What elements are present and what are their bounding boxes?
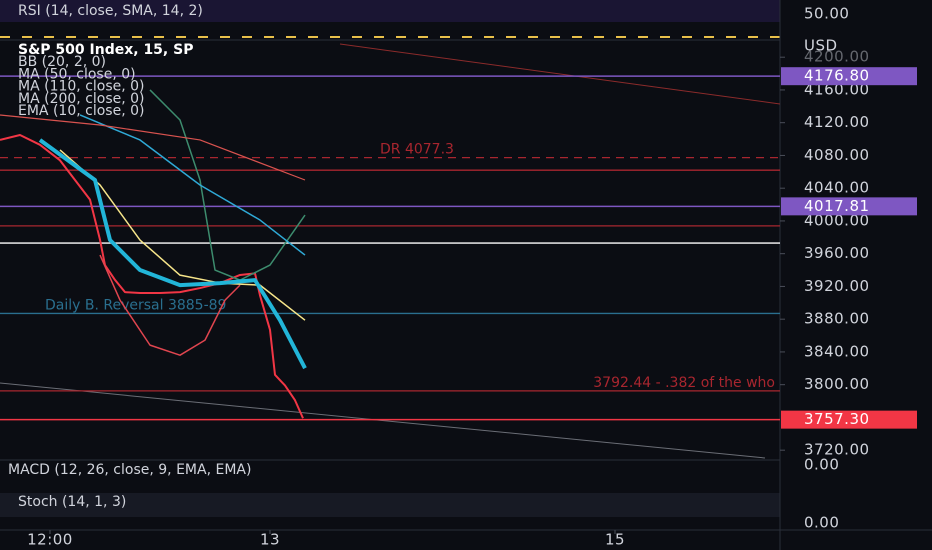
legend-entry: MA (200, close, 0) bbox=[18, 91, 145, 107]
stoch-legend: Stoch (14, 1, 3) bbox=[18, 494, 126, 510]
plot: DR 4077.3 Daily B. Reversal 3885-89 3792.4… bbox=[0, 75, 780, 421]
price-badge bbox=[781, 67, 917, 86]
price-badge-label: 3757.30 bbox=[804, 410, 870, 428]
price-badge bbox=[781, 197, 917, 216]
rsi-legend: RSI (14, close, SMA, 14, 2) bbox=[18, 3, 203, 19]
series-line bbox=[38, 138, 307, 370]
macd-legend: MACD (12, 26, close, 9, EMA, EMA) bbox=[8, 462, 251, 478]
series-line bbox=[99, 254, 241, 356]
y-tick-label: 3960.00 bbox=[804, 244, 870, 262]
series-line bbox=[149, 89, 306, 281]
legend-entry: MA (110, close, 0) bbox=[18, 79, 145, 95]
price-badge bbox=[781, 410, 917, 429]
annotation-text: DR 4077.3 bbox=[380, 142, 454, 158]
legend-entry: BB (20, 2, 0) bbox=[18, 54, 106, 70]
series-line bbox=[79, 114, 306, 256]
y-tick-label: 4120.00 bbox=[804, 113, 870, 131]
legend-entry: EMA (10, close, 0) bbox=[18, 103, 144, 119]
y-tick-label: 4080.00 bbox=[804, 146, 870, 164]
y-tick-label: 4040.00 bbox=[804, 179, 870, 197]
series-line bbox=[0, 133, 304, 419]
series-line bbox=[0, 114, 306, 181]
x-tick-label: 12:00 bbox=[27, 531, 73, 549]
y-tick-label: 3720.00 bbox=[804, 441, 870, 459]
annotation-text: Daily B. Reversal 3885-89 bbox=[45, 297, 226, 313]
currency: USD bbox=[804, 37, 838, 55]
trend-line bbox=[0, 382, 766, 459]
rsi-level: 50.00 bbox=[804, 5, 849, 23]
annotation-text: 3792.44 - .382 of the who bbox=[593, 375, 775, 391]
y-tick-label: 4200.00 bbox=[804, 48, 870, 66]
price-badge-label: 4017.81 bbox=[804, 197, 870, 215]
y-tick-label: 3880.00 bbox=[804, 310, 870, 328]
y-tick-label: 3840.00 bbox=[804, 342, 870, 360]
legend-entry: MA (50, close, 0) bbox=[18, 66, 136, 82]
y-tick-label: 4000.00 bbox=[804, 211, 870, 229]
price-badge-label: 4176.80 bbox=[804, 67, 870, 85]
y-tick-label: 3920.00 bbox=[804, 277, 870, 295]
y-tick-label: 3800.00 bbox=[804, 375, 870, 393]
rsi-band bbox=[0, 0, 780, 22]
trend-line bbox=[339, 43, 781, 105]
chart-title: S&P 500 Index, 15, SP bbox=[18, 42, 193, 58]
x-tick-label: 15 bbox=[605, 531, 625, 549]
stoch-band bbox=[0, 493, 780, 517]
stoch-level: 0.00 bbox=[804, 514, 839, 532]
x-tick-label: 13 bbox=[260, 531, 280, 549]
macd-level: 0.00 bbox=[804, 456, 839, 474]
